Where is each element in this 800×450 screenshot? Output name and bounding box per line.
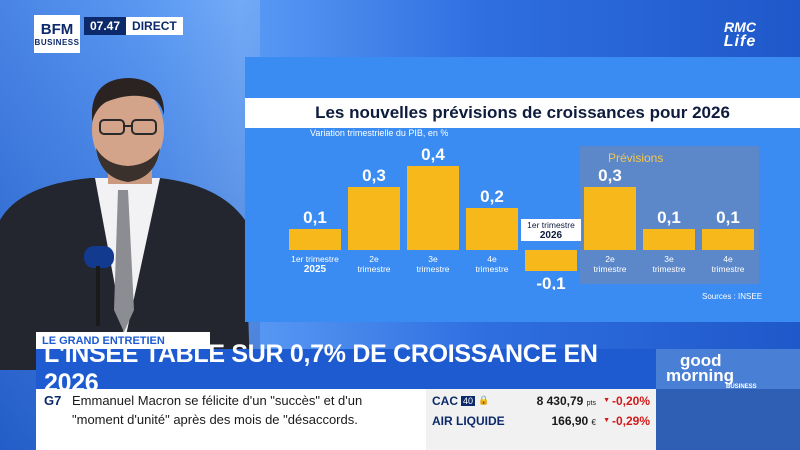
market-change: -0,29% [611,413,650,428]
down-arrow-icon: ▼ [603,397,610,404]
category-label-3-line2: trimestre [416,264,449,274]
category-label-2-line1: 2e [369,254,379,264]
category-label-4-line1: 4e [487,254,497,264]
category-label-6-line1: 2e [605,254,615,264]
bar-7 [643,229,695,250]
headline-banner: L'INSEE TABLE SUR 0,7% DE CROISSANCE EN … [36,340,656,397]
category-label-8-line2: trimestre [711,264,744,274]
ticker-line-1: Emmanuel Macron se félicite d'un "succès… [72,393,363,408]
broadcast-top-bar: BFM BUSINESS 07.47 DIRECT [34,15,183,53]
category-label-8-line1: 4e [723,254,733,264]
market-value: 8 430,79 pts [536,393,596,408]
ticker-right-strip [656,389,800,450]
bar-8 [702,229,754,250]
ticker-section: G7 [44,393,62,408]
value-label-7: 0,1 [657,208,681,227]
market-row-air-liquide: AIR LIQUIDE 166,90 € ▼ -0,29% [432,411,654,430]
market-value: 166,90 € [551,413,597,428]
market-name: AIR LIQUIDE [432,413,505,428]
live-badge: DIRECT [126,17,183,35]
market-ticker: CAC 40 🔒 8 430,79 pts ▼ -0,20% AIR LIQUI… [426,389,656,450]
category-label-2-line2: trimestre [357,264,390,274]
value-label-8: 0,1 [716,208,740,227]
rmc-life-logo: RMC Life [723,19,757,50]
category-label-7-line2: trimestre [652,264,685,274]
category-label-3-line1: 3e [428,254,438,264]
segment-tag: LE GRAND ENTRETIEN [36,332,210,349]
value-label-5: -0,1 [536,274,565,290]
cac-badge: 40 [461,395,476,406]
bfm-business-logo: BFM BUSINESS [34,15,80,53]
value-label-6: 0,3 [598,166,622,185]
chart-source: Sources : INSEE [702,292,763,301]
category-label-5-line1: 1er trimestre [527,220,575,230]
bar-4 [466,208,518,250]
market-row-cac40: CAC 40 🔒 8 430,79 pts ▼ -0,20% [432,391,654,410]
news-ticker: G7 Emmanuel Macron se félicite d'un "suc… [36,389,426,450]
ticker-line-2: "moment d'unité" après des mois de "désa… [72,412,358,427]
value-label-2: 0,3 [362,166,386,185]
category-label-6-line2: trimestre [593,264,626,274]
guest-figure [0,78,250,370]
bar-3 [407,166,459,250]
bar-6 [584,187,636,250]
category-label-5-line2: 2026 [540,230,563,241]
broadcast-clock: 07.47 [84,17,127,35]
good-morning-business-logo: good morning BUSINESS [656,349,800,390]
bar-2 [348,187,400,250]
category-label-4-line2: trimestre [475,264,508,274]
category-label-1-line1: 1er trimestre [291,254,339,264]
bar-5 [525,250,577,271]
chart-title: Les nouvelles prévisions de croissances … [245,98,800,128]
bar-1 [289,229,341,250]
lock-icon: 🔒 [478,395,490,405]
category-label-bg-5 [521,219,581,241]
value-label-1: 0,1 [303,208,327,227]
category-label-7-line1: 3e [664,254,674,264]
market-name: CAC [432,393,458,408]
down-arrow-icon: ▼ [603,417,610,424]
forecast-label: Prévisions [608,151,663,165]
value-label-4: 0,2 [480,187,504,206]
market-change: -0,20% [611,393,650,408]
chart-subtitle: Variation trimestrielle du PIB, en % [310,128,449,138]
category-label-1-line2: 2025 [304,264,327,275]
value-label-3: 0,4 [421,145,445,164]
